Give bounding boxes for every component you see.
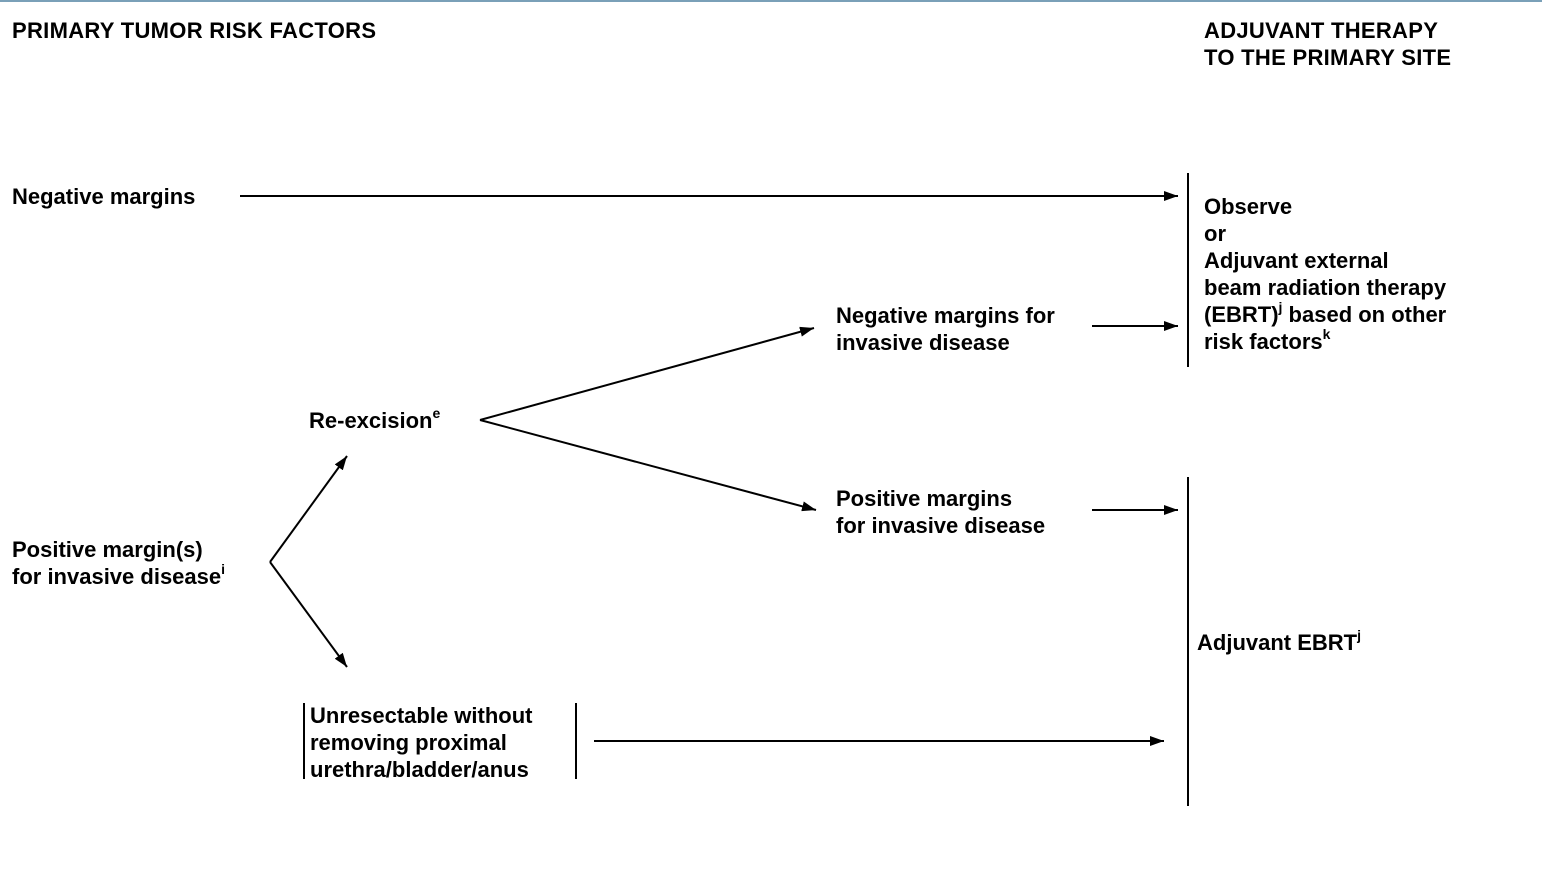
neg-invasive-line2: invasive disease [836, 330, 1010, 355]
header-adjuvant-line2: TO THE PRIMARY SITE [1204, 45, 1452, 70]
node-negative-margins: Negative margins [12, 184, 196, 209]
observe-line5: (EBRT)j based on other [1204, 298, 1447, 328]
node-unresectable: Unresectable without removing proximal u… [310, 702, 532, 783]
header-adjuvant-line1: ADJUVANT THERAPY [1204, 18, 1439, 43]
node-reexcision: Re-excisione [309, 404, 441, 434]
header-risk-factors: PRIMARY TUMOR RISK FACTORS [12, 18, 377, 43]
observe-line6: risk factorsk [1204, 325, 1446, 355]
observe-line3: Adjuvant external [1204, 248, 1389, 273]
observe-line5a: (EBRT) [1204, 302, 1279, 327]
footnote-j-ebrt: j [1357, 626, 1362, 643]
neg-invasive-line1: Negative margins for [836, 303, 1055, 328]
unresectable-line1: Unresectable without [310, 703, 533, 728]
arrow-to-unresectable [269, 561, 348, 668]
top-rule [0, 0, 1542, 2]
node-positive-margins: Positive margin(s) for invasive diseasei [12, 536, 225, 590]
unresectable-line2: removing proximal [310, 730, 507, 755]
positive-margins-line2: for invasive diseasei [12, 560, 226, 590]
reexcision-text: Re-excision [309, 408, 433, 433]
positive-margins-line2-text: for invasive disease [12, 564, 222, 589]
pos-invasive-line1: Positive margins [836, 486, 1013, 511]
footnote-k: k [1322, 325, 1331, 342]
pos-invasive-line2: for invasive disease [836, 513, 1046, 538]
arrow-to-reexcision [269, 455, 348, 563]
footnote-j: j [1278, 298, 1283, 315]
outcome-observe: Observe or Adjuvant external beam radiat… [1204, 193, 1446, 355]
footnote-e: e [432, 404, 441, 421]
footnote-i: i [221, 560, 226, 577]
ebrt-text: Adjuvant EBRT [1197, 630, 1358, 655]
node-negative-invasive: Negative margins for invasive disease [836, 302, 1055, 356]
observe-line1: Observe [1204, 194, 1293, 219]
observe-line4: beam radiation therapy [1204, 275, 1447, 300]
observe-line6-text: risk factors [1204, 329, 1323, 354]
node-positive-invasive: Positive margins for invasive disease [836, 485, 1045, 539]
arrow-to-neg-invasive [479, 326, 815, 421]
observe-line5b: based on other [1282, 302, 1447, 327]
unresectable-line3: urethra/bladder/anus [310, 757, 529, 782]
positive-margins-line1: Positive margin(s) [12, 537, 203, 562]
header-adjuvant-therapy: ADJUVANT THERAPY TO THE PRIMARY SITE [1204, 17, 1451, 71]
outcome-adjuvant-ebrt: Adjuvant EBRTj [1197, 626, 1362, 656]
arrow-to-pos-invasive [479, 419, 817, 512]
observe-line2: or [1204, 221, 1226, 246]
